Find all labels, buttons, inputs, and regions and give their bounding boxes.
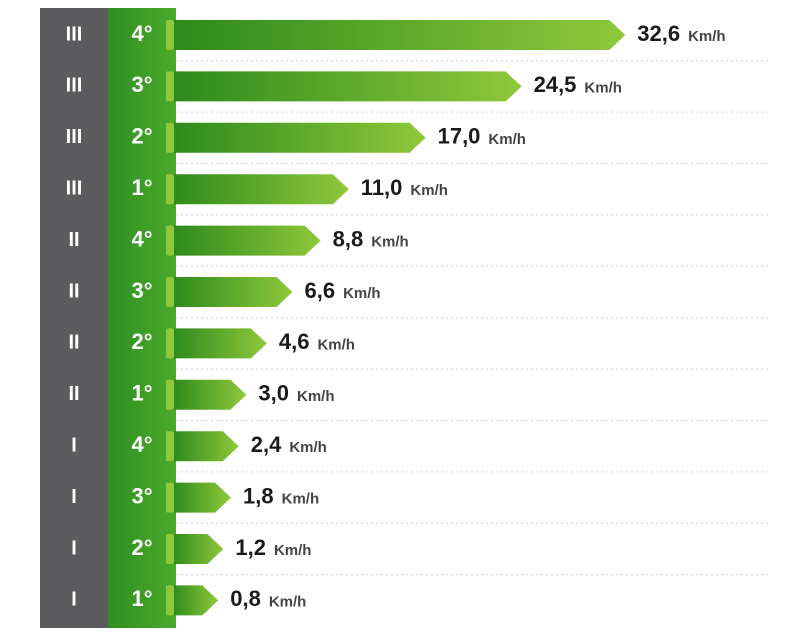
value-label: 24,5 [534,72,577,97]
range-label: II [68,229,79,251]
bar-tab [166,534,174,564]
bar [172,431,239,462]
bar [172,277,293,307]
value-label: 4,6 [279,329,310,354]
bar-tab [166,482,174,513]
bar [172,71,522,102]
unit-label: Km/h [274,542,312,559]
value-label: 17,0 [438,124,481,149]
bar [172,379,247,410]
gear-label: 1° [131,586,152,611]
range-label: I [71,434,77,456]
bar [172,174,349,205]
range-label: III [66,23,83,45]
gear-label: 1° [131,381,152,406]
bar [172,225,321,256]
bar [172,122,426,153]
unit-label: Km/h [282,491,320,508]
unit-label: Km/h [688,28,726,45]
value-label: 0,8 [230,586,261,611]
value-label: 3,0 [258,381,289,406]
range-column [40,8,108,628]
bar-tab [166,431,174,462]
value-label: 8,8 [333,226,364,251]
gear-label: 4° [131,432,152,457]
unit-label: Km/h [297,388,335,405]
value-label: 32,6 [637,21,680,46]
gear-label: 4° [131,226,152,251]
range-label: III [66,75,83,97]
bar [172,585,219,616]
bar-tab [166,379,174,410]
unit-label: Km/h [289,439,327,456]
gear-column [108,8,176,628]
bar-tab [166,174,174,205]
range-label: II [68,383,79,405]
range-label: II [68,332,79,354]
gear-label: 2° [131,124,152,149]
unit-label: Km/h [343,285,381,302]
range-label: II [68,280,79,302]
unit-label: Km/h [488,131,525,148]
value-label: 1,2 [235,535,266,560]
unit-label: Km/h [269,593,307,610]
gear-label: 3° [131,483,152,508]
gear-label: 1° [131,175,152,200]
range-label: I [71,486,77,508]
bar-tab [166,328,174,359]
bar-tab [166,20,174,50]
value-label: 2,4 [251,432,282,457]
gear-label: 3° [131,278,152,303]
bar-tab [166,277,174,307]
value-label: 6,6 [304,278,335,303]
gear-label: 4° [131,21,152,46]
bar-tab [166,122,174,153]
value-label: 11,0 [361,175,403,200]
bar-tab [166,225,174,256]
unit-label: Km/h [317,336,355,353]
bar [172,482,232,513]
bar [172,328,267,359]
gear-label: 2° [131,329,152,354]
value-label: 1,8 [243,483,274,508]
gear-label: 3° [131,72,152,97]
bar [172,20,626,50]
range-label: III [66,177,83,199]
gear-label: 2° [131,535,152,560]
range-label: III [66,126,83,148]
bar-tab [166,71,174,102]
unit-label: Km/h [410,182,448,199]
bar [172,534,224,564]
range-label: I [71,589,77,611]
unit-label: Km/h [371,234,409,251]
unit-label: Km/h [584,79,622,96]
bar-tab [166,585,174,616]
range-label: I [71,537,77,559]
